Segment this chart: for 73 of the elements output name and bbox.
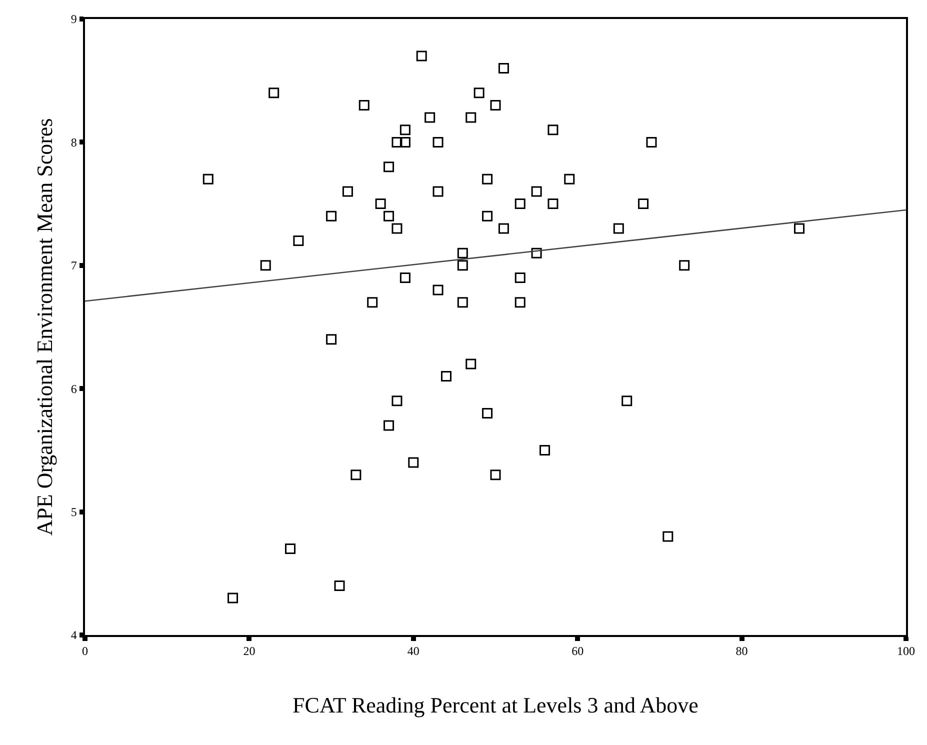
point (424, 112, 436, 123)
point (548, 124, 558, 136)
point (466, 358, 476, 370)
point (260, 260, 271, 271)
point (662, 531, 674, 542)
point (268, 88, 280, 98)
point (326, 334, 337, 345)
point (400, 124, 410, 136)
x-tick-label: 20 (243, 644, 256, 658)
point (392, 136, 402, 148)
point (490, 470, 501, 480)
point (794, 223, 805, 234)
point (384, 162, 394, 172)
point (498, 63, 509, 74)
x-tick-label: 100 (897, 644, 915, 658)
point (457, 248, 468, 258)
point (342, 186, 353, 197)
point (514, 272, 526, 283)
point (564, 174, 575, 184)
point (531, 248, 542, 258)
point (531, 186, 542, 197)
point (202, 174, 214, 184)
point (646, 136, 657, 148)
point (326, 210, 337, 222)
point (432, 284, 444, 296)
point (392, 223, 402, 234)
point (358, 100, 370, 110)
x-tick-label: 60 (572, 644, 584, 658)
point (466, 112, 476, 123)
point (482, 174, 493, 184)
point (228, 592, 238, 604)
point (432, 186, 444, 197)
point (392, 396, 402, 406)
point (613, 223, 624, 234)
point (622, 396, 632, 406)
y-tick-label: 6 (70, 382, 77, 396)
point (367, 297, 378, 308)
point (432, 136, 444, 148)
point (384, 420, 394, 431)
point (440, 371, 452, 382)
point (293, 236, 304, 246)
point (375, 198, 386, 210)
point (457, 260, 468, 271)
point (482, 408, 493, 418)
y-tick-label: 4 (70, 628, 77, 642)
point (400, 136, 410, 148)
point (490, 100, 501, 110)
point (548, 198, 558, 210)
point (408, 457, 419, 468)
point (350, 470, 362, 480)
point (540, 444, 550, 456)
point (498, 223, 509, 234)
point (285, 544, 296, 554)
point (638, 198, 649, 210)
y-axis-title: APE Organizational Environment Mean Scores (32, 118, 58, 536)
y-tick-label: 8 (70, 135, 77, 150)
point (334, 580, 345, 591)
point (679, 260, 690, 271)
y-tick-label: 9 (70, 12, 77, 26)
point (384, 210, 394, 222)
point (514, 297, 526, 308)
point (400, 272, 410, 283)
y-tick-label: 5 (70, 505, 77, 519)
x-tick-label: 0 (82, 644, 88, 658)
x-axis-title: FCAT Reading Percent at Levels 3 and Above (292, 692, 698, 718)
point (457, 297, 468, 308)
x-tick-label: 40 (407, 644, 420, 658)
x-tick-label: 80 (736, 644, 748, 658)
point (416, 50, 427, 62)
point (482, 210, 493, 222)
point (514, 198, 526, 210)
y-tick-label: 7 (70, 258, 77, 273)
point (474, 88, 484, 98)
